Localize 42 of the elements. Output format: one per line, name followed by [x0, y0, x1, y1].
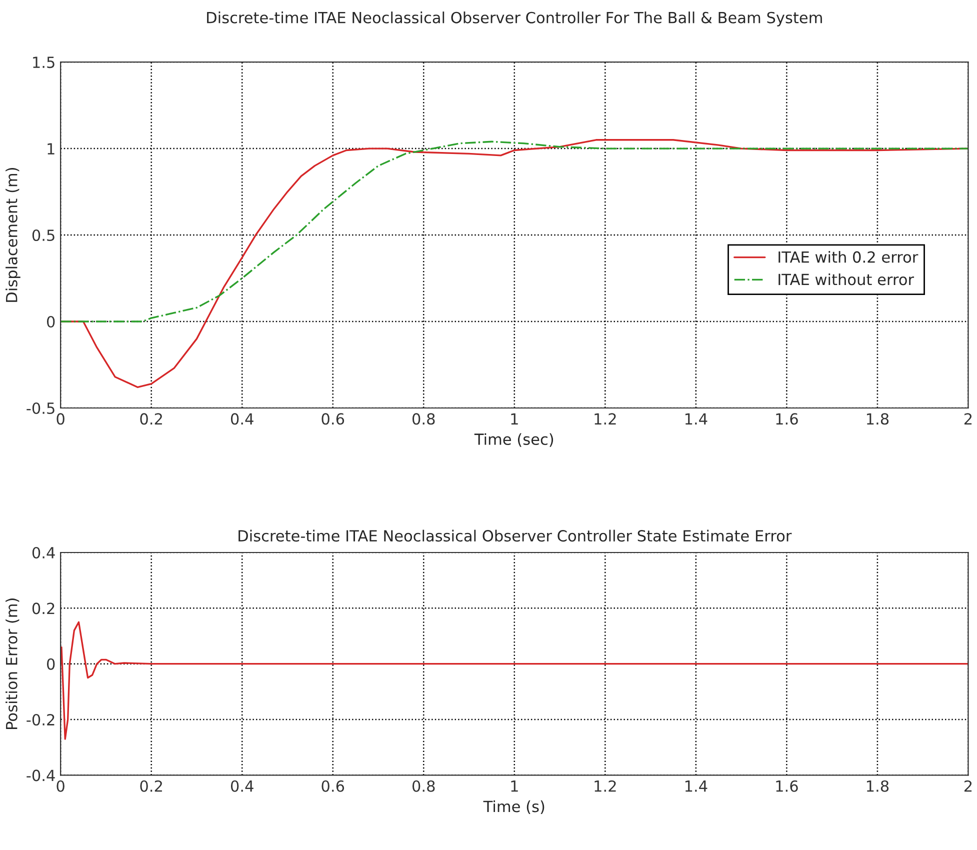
y-tick-label: 1 [48, 143, 54, 154]
x-axis-title: Time (s) [483, 800, 544, 814]
y-axis-title: Position Error (m) [6, 598, 20, 729]
y-tick-label: -0.5 [26, 402, 54, 414]
x-tick-label: 1.2 [594, 780, 616, 792]
x-tick-label: 0 [56, 413, 64, 425]
x-tick-label: 1.8 [866, 413, 889, 425]
x-tick-label: 1.4 [685, 780, 708, 792]
x-tick-label: 0.2 [140, 780, 162, 792]
y-tick-label: 0.5 [32, 229, 54, 242]
x-tick-label: 0.6 [322, 780, 344, 792]
y-axis-title: Displacement (m) [6, 168, 20, 302]
y-tick-label: 0 [47, 658, 55, 670]
x-tick-label: 0.8 [412, 780, 435, 792]
x-tick-label: 1.6 [776, 780, 798, 792]
y-tick-label: -0.2 [26, 714, 54, 726]
x-tick-label: 1 [511, 413, 518, 424]
line-series [60, 140, 968, 322]
legend-label: ITAE with 0.2 error [778, 251, 918, 263]
x-tick-label: 0.4 [230, 413, 254, 425]
x-tick-label: 1.2 [594, 413, 616, 424]
x-tick-label: 1.4 [685, 413, 708, 424]
y-tick-label: 0 [47, 316, 55, 328]
y-tick-label: 0.4 [32, 546, 55, 559]
x-tick-label: 0.4 [230, 780, 254, 792]
x-tick-label: 1 [511, 780, 518, 792]
x-tick-label: 1.6 [776, 413, 798, 425]
y-tick-label: 1.5 [33, 56, 54, 68]
x-tick-label: 2 [964, 780, 972, 792]
x-tick-label: 0.6 [322, 413, 344, 425]
x-tick-label: 0.8 [412, 413, 435, 425]
x-tick-label: 0 [56, 780, 64, 792]
chart-title: Discrete-time ITAE Neoclassical Observer Controller For The Ball & Beam System [207, 12, 822, 26]
chart-title: Discrete-time ITAE Neoclassical Observer Controller State Estimate Error [238, 530, 792, 542]
x-tick-label: 1.8 [866, 780, 889, 792]
y-tick-label: -0.4 [26, 770, 55, 782]
x-axis-title: Time (sec) [474, 433, 554, 447]
x-tick-label: 0.2 [140, 413, 162, 425]
line-series [60, 621, 968, 740]
x-tick-label: 2 [964, 413, 972, 424]
legend-label: ITAE without error [778, 273, 914, 286]
y-tick-label: 0.2 [32, 602, 54, 614]
